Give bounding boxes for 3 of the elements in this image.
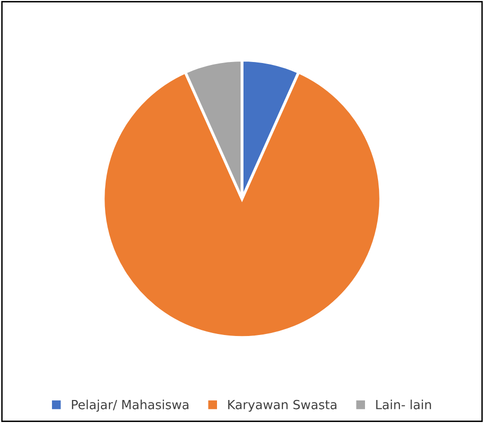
- legend-label: Lain- lain: [376, 400, 431, 410]
- legend-label: Pelajar/ Mahasiswa: [72, 400, 188, 412]
- legend-label: Karyawan Swasta: [228, 400, 336, 412]
